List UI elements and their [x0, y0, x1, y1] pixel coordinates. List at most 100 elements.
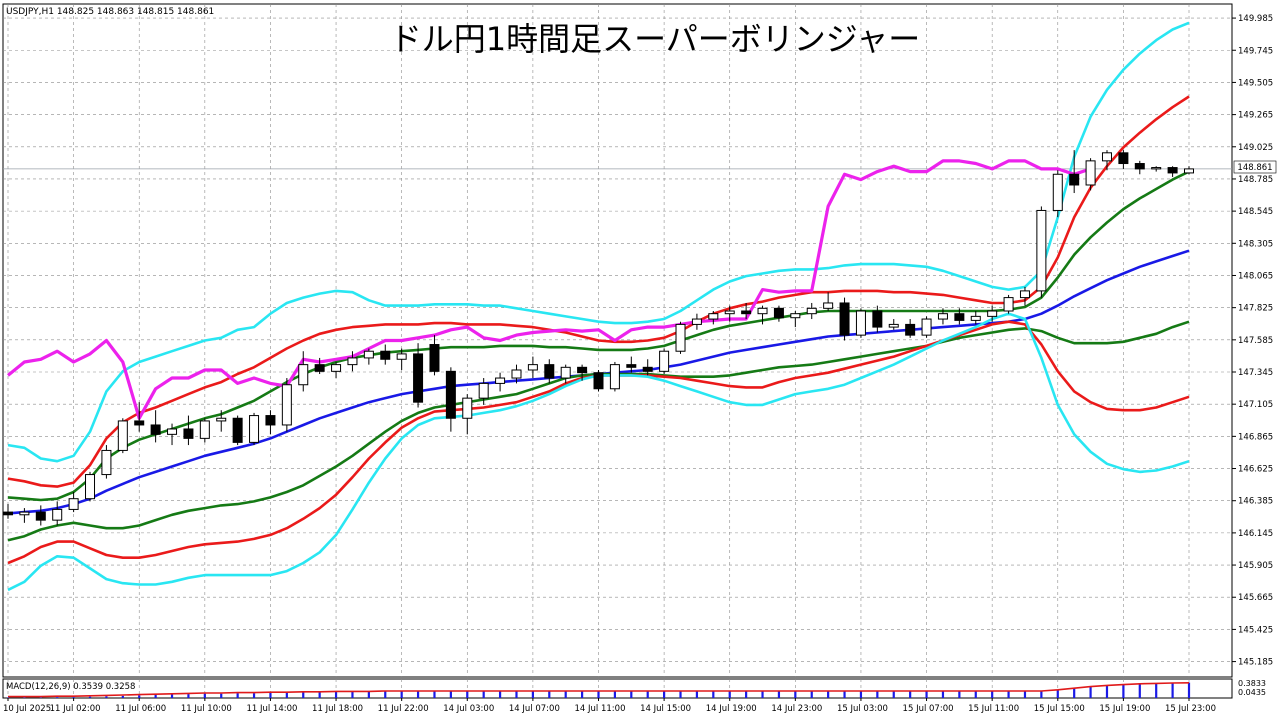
x-tick-label: 11 Jul 02:00 [50, 704, 101, 714]
candle-body [741, 310, 752, 315]
y-tick-label: 145.905 [1238, 561, 1273, 571]
candle-body [970, 315, 981, 321]
candle-body [249, 415, 260, 443]
y-tick-label: 149.025 [1238, 143, 1273, 153]
x-tick-label: 14 Jul 07:00 [509, 704, 560, 714]
candle-body [757, 307, 768, 315]
y-tick-label: 146.145 [1238, 529, 1273, 539]
y-tick-label: 147.825 [1238, 304, 1273, 314]
candle-body [1069, 173, 1080, 186]
x-tick-label: 14 Jul 19:00 [706, 704, 757, 714]
candle-body [773, 307, 784, 319]
candles [3, 150, 1194, 526]
x-tick-label: 14 Jul 15:00 [640, 704, 691, 714]
series-line-0 [7, 21, 1190, 463]
candle-body [298, 364, 309, 386]
candle-body [52, 508, 63, 521]
candle-body [1052, 173, 1063, 211]
y-tick-label: 149.505 [1238, 78, 1273, 88]
y-tick-label: 148.785 [1238, 175, 1273, 185]
price-axis: 149.985 149.745 149.505 149.265 149.025 148.7… [1232, 14, 1273, 668]
candle-body [150, 424, 161, 435]
series-line-1 [7, 95, 1190, 488]
y-tick-label: 149.985 [1238, 14, 1273, 24]
x-tick-label: 15 Jul 07:00 [903, 704, 954, 714]
candle-body [413, 353, 424, 403]
y-tick-label: 145.665 [1238, 593, 1273, 603]
candle-body [987, 310, 998, 317]
candle-body [495, 377, 506, 384]
candle-body [790, 313, 801, 319]
x-tick-label: 11 Jul 22:00 [378, 704, 429, 714]
candle-body [35, 511, 46, 521]
candle-body [1003, 297, 1014, 312]
y-tick-label: 146.865 [1238, 432, 1273, 442]
x-tick-label: 11 Jul 10:00 [181, 704, 232, 714]
candle-body [478, 382, 489, 399]
candle-body [806, 307, 817, 315]
plot-frame [2, 3, 1233, 678]
candle-body [905, 323, 916, 336]
x-tick-label: 15 Jul 03:00 [837, 704, 888, 714]
candle-body [462, 397, 473, 419]
x-tick-label: 10 Jul 2025 [3, 704, 51, 714]
candle-body [265, 415, 276, 426]
candle-body [855, 310, 866, 336]
candle-body [167, 428, 178, 435]
y-tick-label: 148.065 [1238, 271, 1273, 281]
x-tick-label: 11 Jul 14:00 [246, 704, 297, 714]
candle-body [199, 420, 210, 439]
current-price-tag [1233, 160, 1277, 174]
candle-body [445, 370, 456, 419]
x-tick-label: 11 Jul 18:00 [312, 704, 363, 714]
candle-body [85, 474, 96, 500]
candle-body [626, 364, 637, 368]
y-tick-label: 148.305 [1238, 239, 1273, 249]
candle-body [593, 372, 604, 390]
x-tick-label: 14 Jul 11:00 [575, 704, 626, 714]
candle-body [347, 357, 358, 366]
y-tick-label: 149.265 [1238, 111, 1273, 121]
candle-body [183, 428, 194, 439]
x-tick-label: 15 Jul 23:00 [1165, 704, 1216, 714]
y-tick-label: 148.545 [1238, 207, 1273, 217]
candle-body [724, 310, 735, 315]
candle-body [708, 313, 719, 320]
candle-body [1134, 163, 1145, 170]
macd-label: MACD(12,26,9) 0.3539 0.3258 [6, 682, 135, 692]
candle-body [609, 364, 620, 390]
candle-body [954, 313, 965, 321]
candle-body [314, 364, 325, 372]
candle-body [1101, 152, 1112, 162]
y-tick-label: 146.625 [1238, 465, 1273, 475]
candle-body [921, 318, 932, 336]
candle-body [1151, 167, 1162, 170]
series-line-7 [6, 159, 1092, 420]
candle-body [101, 449, 112, 476]
macd-tick-bottom: 0.0435 [1238, 688, 1266, 697]
symbol-info: USDJPY,H1 148.825 148.863 148.815 148.86… [6, 7, 214, 17]
x-tick-label: 15 Jul 11:00 [968, 704, 1019, 714]
macd-tick-top: 0.3833 [1238, 679, 1266, 688]
x-tick-label: 11 Jul 06:00 [115, 704, 166, 714]
candle-body [3, 511, 13, 516]
candle-body [396, 353, 407, 360]
y-tick-label: 145.425 [1238, 625, 1273, 635]
candle-body [1019, 290, 1030, 299]
y-tick-label: 147.345 [1238, 368, 1273, 378]
candle-body [281, 384, 292, 426]
candle-body [823, 302, 834, 309]
current-price-label: 148.861 [1237, 163, 1272, 173]
candle-body [1184, 168, 1194, 174]
candle-body [839, 302, 850, 336]
y-tick-label: 147.585 [1238, 336, 1273, 346]
x-tick-label: 14 Jul 23:00 [771, 704, 822, 714]
candle-body [380, 350, 391, 360]
candle-body [429, 344, 440, 372]
candle-body [216, 417, 227, 422]
candle-body [659, 350, 670, 372]
